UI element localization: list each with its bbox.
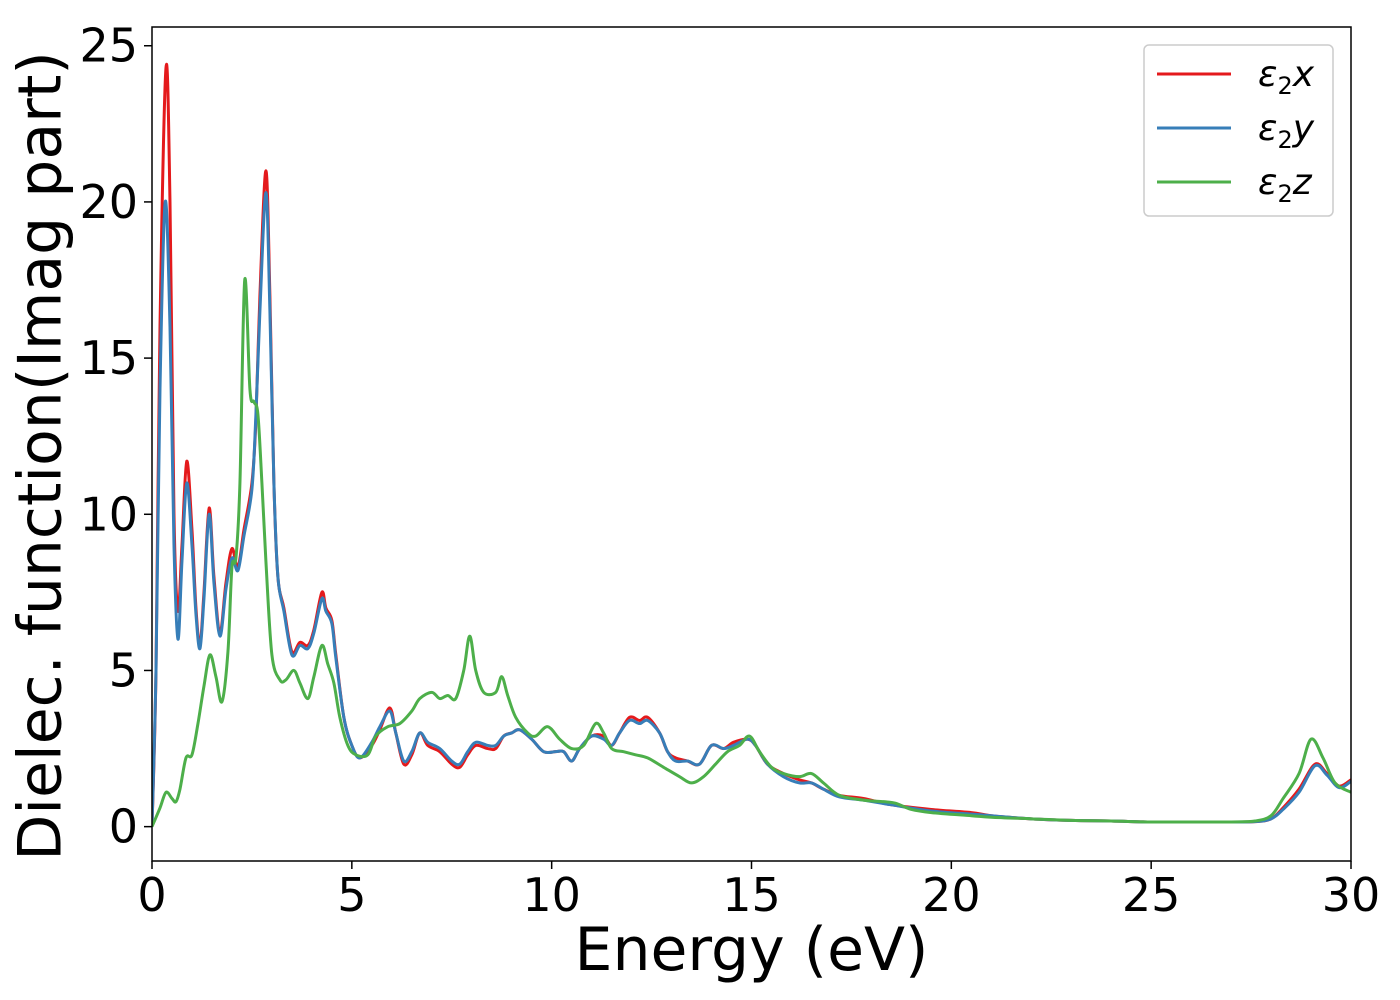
series-line-z: [152, 276, 1351, 828]
x-axis-ticks: 0 5 10 15 20 25 30: [137, 861, 1380, 922]
legend-label-z: ε2z: [1258, 162, 1313, 208]
x-tick-label: 5: [337, 868, 366, 922]
legend-label-y: ε2y: [1258, 108, 1315, 154]
plot-lines: [152, 63, 1351, 828]
y-axis-title: Dielec. function(Imag part): [6, 51, 76, 861]
x-tick-label: 0: [137, 868, 166, 922]
x-tick-label: 10: [522, 868, 581, 922]
y-tick-label: 5: [109, 643, 138, 697]
x-axis-title: Energy (eV): [575, 915, 929, 985]
x-tick-label: 20: [922, 868, 981, 922]
y-tick-label: 0: [109, 800, 138, 854]
legend: ε2x ε2y ε2z: [1143, 44, 1334, 217]
x-tick-label: 25: [1122, 868, 1181, 922]
y-tick-label: 15: [79, 331, 138, 385]
y-tick-label: 20: [79, 175, 138, 229]
x-tick-label: 15: [722, 868, 781, 922]
y-tick-label: 25: [79, 19, 138, 73]
y-axis-ticks: 0 5 10 15 20 25: [79, 19, 152, 854]
series-line-y: [152, 191, 1351, 827]
legend-label-x: ε2x: [1258, 54, 1315, 100]
legend-box: [1143, 44, 1334, 217]
x-tick-label: 30: [1322, 868, 1381, 922]
y-tick-label: 10: [79, 487, 138, 541]
